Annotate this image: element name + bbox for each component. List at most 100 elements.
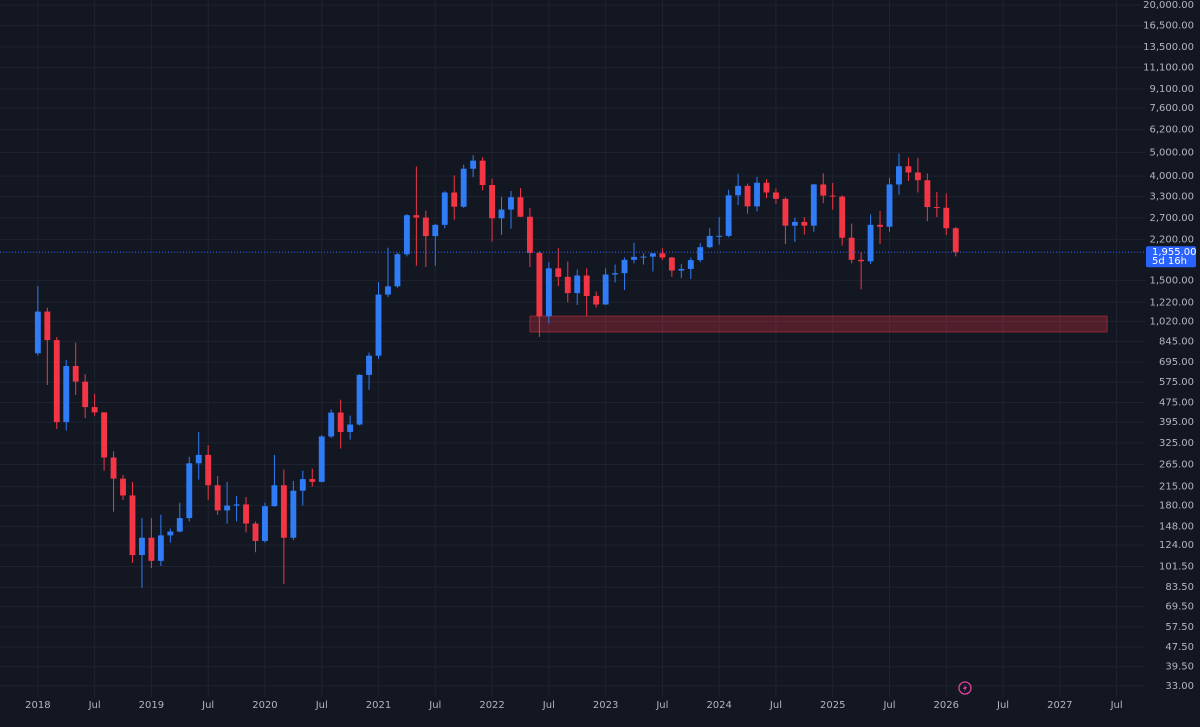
candle-body: [34, 311, 41, 354]
candle-body: [233, 504, 240, 506]
candle-body: [914, 172, 921, 181]
y-tick-label: 695.00: [1159, 357, 1194, 368]
candle-body: [110, 457, 117, 479]
candle-body: [356, 374, 363, 425]
candle-body: [886, 184, 893, 227]
candle-body: [101, 412, 108, 458]
candle-body: [640, 256, 647, 258]
candle-body: [593, 295, 600, 305]
candle-body: [385, 286, 391, 295]
y-tick-label: 16,500.00: [1143, 21, 1194, 32]
candle-body: [574, 275, 581, 294]
candle-body: [470, 160, 477, 169]
x-tick-label: Jul: [201, 700, 214, 711]
candle-body: [148, 537, 155, 561]
candle-body: [186, 463, 193, 519]
x-tick-label: 2020: [252, 700, 277, 711]
y-tick-label: 11,100.00: [1143, 63, 1194, 74]
last-price-box: [1146, 246, 1196, 268]
candle-body: [394, 254, 401, 287]
candle-body: [280, 485, 287, 538]
x-tick-label: 2027: [1047, 700, 1072, 711]
y-tick-label: 845.00: [1159, 336, 1194, 347]
candle-body: [867, 224, 874, 262]
candle-body: [773, 192, 779, 199]
support-zone: [529, 315, 1108, 333]
candle-body: [262, 506, 268, 541]
x-tick-label: 2023: [593, 700, 618, 711]
candle-body: [754, 182, 760, 207]
candle-body: [460, 168, 467, 207]
y-tick-label: 6,200.00: [1149, 125, 1194, 136]
last-price-label: 1,955.00: [1152, 247, 1197, 258]
candle-body: [309, 479, 316, 482]
candle-body: [53, 340, 60, 423]
y-tick-label: 7,600.00: [1149, 103, 1194, 114]
y-tick-label: 4,000.00: [1149, 171, 1194, 182]
y-tick-label: 575.00: [1159, 377, 1194, 388]
y-tick-label: 395.00: [1159, 417, 1194, 428]
candle-body: [801, 221, 808, 226]
candle-body: [205, 454, 212, 486]
candle-body: [612, 273, 619, 275]
y-tick-label: 13,500.00: [1143, 42, 1194, 53]
candle-body: [167, 531, 174, 536]
candle-body: [422, 217, 429, 237]
y-tick-label: 39.50: [1165, 662, 1194, 673]
candle-body: [952, 228, 959, 253]
x-tick-label: 2019: [139, 700, 164, 711]
x-tick-label: 2025: [820, 700, 845, 711]
candle-body: [498, 209, 505, 219]
candles: [34, 153, 959, 588]
candle-body: [744, 185, 751, 207]
candle-body: [924, 180, 931, 208]
candle-body: [271, 485, 278, 507]
axes: 20,000.00 16,500.00 13,500.00 11,100.00 9,10…: [0, 0, 1197, 711]
x-tick-label: Jul: [769, 700, 782, 711]
y-tick-label: 180.00: [1159, 501, 1194, 512]
candle-body: [536, 253, 543, 317]
y-tick-label: 2,700.00: [1149, 213, 1194, 224]
candle-body: [564, 276, 571, 294]
candle-body: [706, 235, 713, 248]
candle-body: [905, 166, 912, 173]
candle-body: [347, 424, 354, 432]
candle-body: [687, 260, 694, 269]
x-tick-label: Jul: [428, 700, 441, 711]
candle-body: [631, 256, 637, 260]
candle-body: [139, 537, 145, 556]
candle-body: [328, 412, 335, 437]
y-tick-label: 1,020.00: [1149, 316, 1194, 327]
candle-body: [441, 192, 448, 225]
y-tick-label: 57.50: [1165, 622, 1194, 633]
candle-body: [782, 198, 789, 226]
y-tick-label: 148.00: [1159, 521, 1194, 532]
grid: [0, 0, 1145, 697]
candle-body: [195, 454, 202, 464]
x-tick-label: Jul: [655, 700, 668, 711]
y-tick-label: 1,500.00: [1149, 275, 1194, 286]
candle-body: [650, 253, 656, 257]
candle-body: [290, 490, 297, 538]
candle-body: [810, 184, 817, 226]
candle-body: [413, 215, 420, 218]
candle-body: [933, 207, 940, 209]
y-tick-label: 69.50: [1165, 602, 1194, 613]
candle-body: [829, 195, 836, 197]
candle-body: [176, 518, 183, 532]
y-tick-label: 325.00: [1159, 438, 1194, 449]
y-tick-label: 124.00: [1159, 540, 1194, 551]
candle-body: [621, 259, 628, 274]
candle-body: [252, 523, 259, 541]
x-tick-label: Jul: [542, 700, 555, 711]
lightning-icon[interactable]: [958, 681, 972, 695]
candle-body: [763, 182, 770, 193]
candle-body: [678, 268, 685, 271]
y-tick-label: 5,000.00: [1149, 147, 1194, 158]
x-tick-label: 2024: [706, 700, 731, 711]
candle-body: [157, 535, 164, 561]
candle-body: [791, 221, 798, 226]
candle-body: [299, 479, 306, 491]
